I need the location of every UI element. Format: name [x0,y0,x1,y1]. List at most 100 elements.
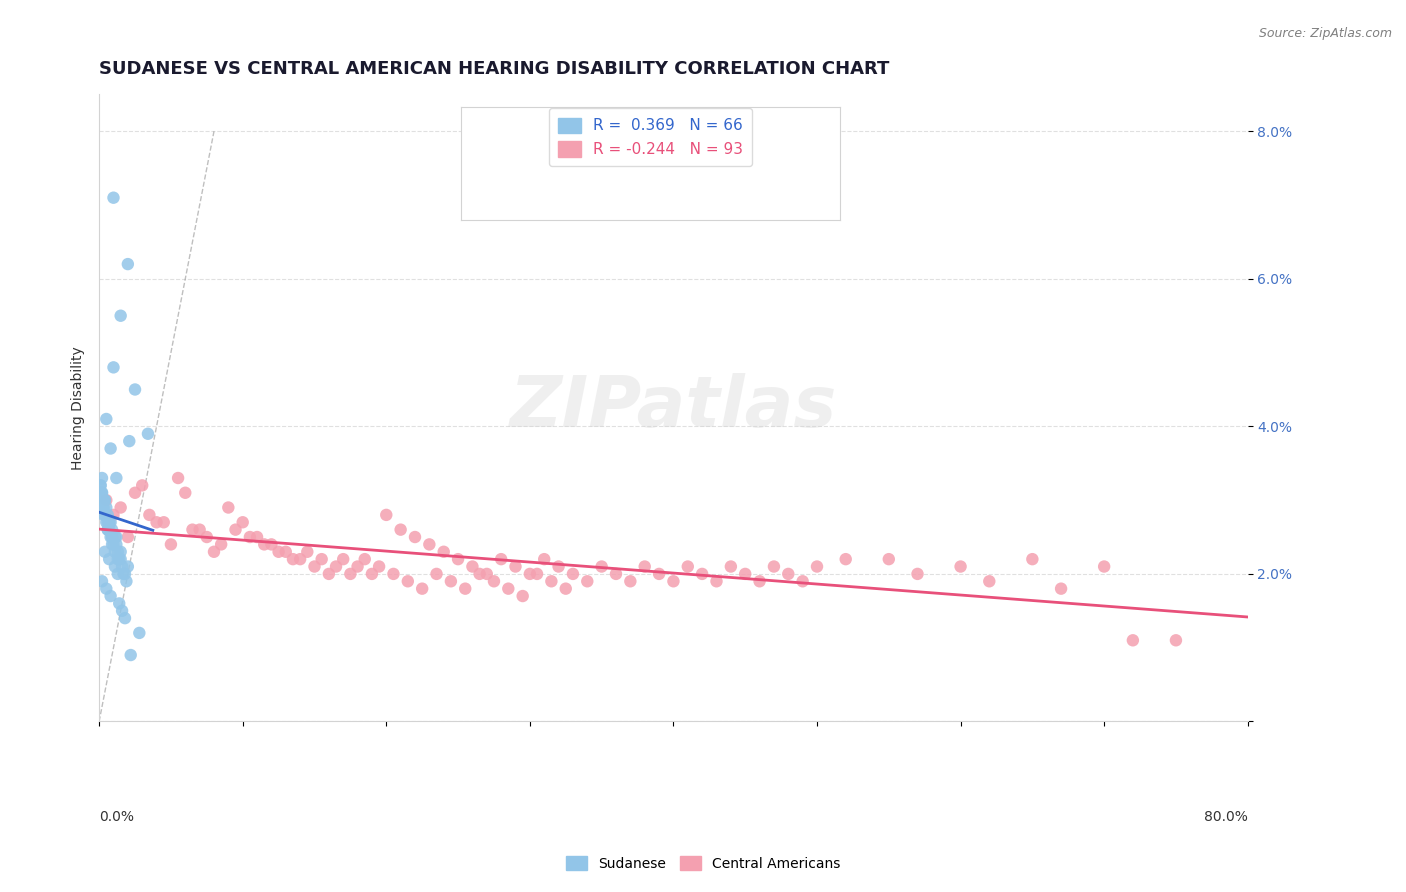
Point [368,559,391,574]
Point [505,559,527,574]
Point [118,434,141,449]
Point [489,552,512,566]
Text: Source: ZipAtlas.com: Source: ZipAtlas.com [1258,27,1392,40]
Point [1092,559,1115,574]
Point [103,360,125,375]
Point [1122,633,1144,648]
Point [136,426,159,441]
Point [475,566,498,581]
Point [98,523,121,537]
Point [94,545,117,559]
Point [512,589,534,603]
Point [662,574,685,589]
Point [94,508,117,522]
Point [619,574,641,589]
Text: SUDANESE VS CENTRAL AMERICAN HEARING DISABILITY CORRELATION CHART: SUDANESE VS CENTRAL AMERICAN HEARING DIS… [100,60,890,78]
Text: 0.0%: 0.0% [100,810,134,824]
Point [112,566,135,581]
Legend: Sudanese, Central Americans: Sudanese, Central Americans [561,850,845,876]
Point [110,500,132,515]
Point [720,559,742,574]
Point [107,566,129,581]
Point [124,383,146,397]
Point [1021,552,1043,566]
Point [440,574,463,589]
Point [806,559,828,574]
Point [96,493,118,508]
Point [100,516,122,530]
Point [174,485,197,500]
Text: 80.0%: 80.0% [1204,810,1247,824]
Point [110,545,132,559]
Point [97,508,120,522]
Point [318,566,340,581]
Point [835,552,858,566]
Point [103,191,125,205]
Point [91,471,114,485]
Text: ZIPatlas: ZIPatlas [510,374,837,442]
Point [117,559,139,574]
Point [325,559,347,574]
Point [98,516,121,530]
Point [734,566,756,581]
Point [482,574,505,589]
Point [332,552,354,566]
Point [101,530,124,544]
Point [246,530,269,544]
Point [104,545,127,559]
Point [101,530,124,544]
Point [605,566,627,581]
Point [94,493,117,508]
Point [181,523,204,537]
Point [706,574,728,589]
Point [107,545,129,559]
Point [114,566,136,581]
Point [114,611,136,625]
Point [97,516,120,530]
Point [100,442,122,456]
Point [103,508,125,522]
Point [100,589,122,603]
Point [101,523,124,537]
Point [104,559,127,574]
Point [468,566,491,581]
Point [762,559,785,574]
Point [648,566,671,581]
Point [519,566,541,581]
Point [93,493,115,508]
Point [454,582,477,596]
Point [447,552,470,566]
Point [152,516,174,530]
Point [297,545,319,559]
Point [105,537,128,551]
Point [96,516,118,530]
Point [288,552,311,566]
Point [115,574,138,589]
Point [117,257,139,271]
Point [90,485,112,500]
Point [217,500,239,515]
Point [1164,633,1187,648]
Point [105,471,128,485]
Point [389,523,412,537]
Point [91,485,114,500]
Point [253,537,276,551]
Point [93,500,115,515]
Point [101,537,124,551]
Point [108,596,131,610]
Point [382,566,405,581]
Point [94,493,117,508]
Point [411,582,433,596]
Point [554,582,576,596]
Point [346,559,368,574]
Point [232,516,254,530]
Point [690,566,713,581]
Point [260,537,283,551]
Point [96,582,118,596]
Point [145,516,167,530]
Point [111,559,134,574]
Point [98,552,121,566]
Point [209,537,232,551]
Point [97,523,120,537]
Point [281,552,304,566]
